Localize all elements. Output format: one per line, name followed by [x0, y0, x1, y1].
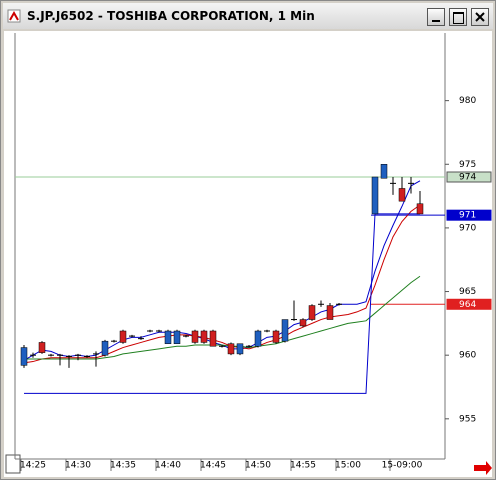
candle-body — [209, 330, 217, 347]
candle-body — [299, 319, 307, 327]
y-tick-label: 970 — [459, 223, 476, 233]
candle-body — [281, 319, 289, 342]
candle-body — [236, 343, 244, 355]
price-marker — [446, 171, 492, 183]
x-tick-label: 14:55 — [290, 461, 316, 471]
candle-body — [119, 330, 127, 343]
maximize-button[interactable] — [449, 8, 467, 26]
app-icon — [7, 9, 21, 23]
candle-body — [101, 340, 109, 356]
overlay-line — [24, 213, 420, 394]
title-bar: S.JP.J6502 - TOSHIBA CORPORATION, 1 Min — [3, 3, 493, 29]
candle-body — [164, 330, 172, 344]
x-tick-label: 15-09:00 — [382, 461, 423, 471]
x-tick-label: 14:40 — [155, 461, 181, 471]
price-marker-label: 964 — [459, 300, 476, 310]
overlay-line — [23, 180, 421, 361]
candle-body — [398, 188, 406, 202]
candle-body — [200, 330, 208, 343]
window-title: S.JP.J6502 - TOSHIBA CORPORATION, 1 Min — [27, 9, 315, 23]
y-tick-label: 960 — [459, 351, 476, 361]
overlay-line — [23, 204, 421, 364]
candle-body — [380, 164, 388, 179]
y-tick-label: 975 — [459, 160, 476, 170]
candle-body — [326, 305, 334, 320]
x-tick-label: 14:30 — [65, 461, 91, 471]
candle-body — [38, 342, 46, 353]
candle-body — [20, 347, 28, 366]
candle-body — [308, 305, 316, 320]
chart: 955 960 965 970 975 980 14:25 14:30 14:35 14:40 14… — [4, 31, 492, 477]
candle-body — [191, 330, 199, 343]
y-tick-label: 980 — [459, 96, 476, 106]
candle-body — [371, 176, 379, 215]
candle-body — [416, 203, 424, 215]
price-marker — [446, 298, 492, 310]
scroll-arrow[interactable] — [474, 461, 492, 475]
x-tick-label: 14:45 — [200, 461, 226, 471]
minimize-button[interactable] — [427, 8, 445, 26]
x-tick-label: 14:35 — [110, 461, 136, 471]
price-marker-label: 971 — [459, 211, 476, 221]
candle-body — [254, 330, 262, 347]
price-marker-label: 974 — [459, 173, 476, 183]
corner-box — [5, 454, 21, 474]
x-tick-label: 15:00 — [335, 461, 361, 471]
candle-body — [272, 330, 280, 343]
candle-body — [227, 343, 235, 355]
x-tick-label: 14:25 — [20, 461, 46, 471]
price-marker — [446, 209, 492, 221]
x-tick-label: 14:50 — [245, 461, 271, 471]
candle-body — [173, 330, 181, 344]
y-tick-label: 965 — [459, 287, 476, 297]
close-button[interactable] — [471, 8, 489, 26]
y-tick-label: 955 — [459, 414, 476, 424]
